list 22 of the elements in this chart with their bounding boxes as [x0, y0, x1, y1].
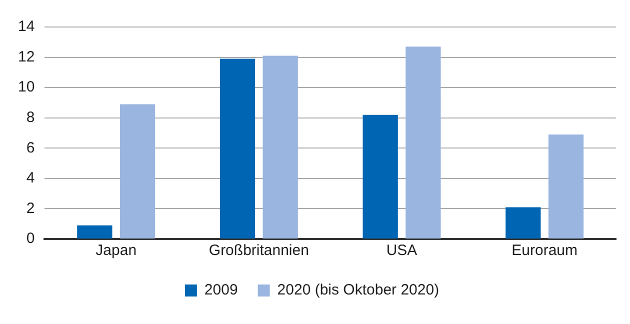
bar	[262, 56, 298, 238]
bar	[548, 134, 584, 238]
x-tick-label: Großbritannien	[208, 242, 309, 260]
x-tick-label: Euroraum	[512, 242, 578, 260]
bar	[406, 46, 441, 238]
x-tick-label: USA	[386, 242, 418, 260]
bar	[77, 225, 112, 238]
x-tick-label: Japan	[96, 242, 137, 260]
legend-label: 2020 (bis Oktober 2020)	[277, 282, 440, 299]
y-tick-label: 6	[26, 139, 35, 156]
y-tick-label: 12	[18, 48, 35, 66]
bar	[220, 58, 256, 238]
y-tick-label: 14	[18, 18, 35, 36]
bar	[506, 207, 541, 238]
y-tick-label: 0	[26, 230, 35, 248]
legend-label: 2009	[204, 282, 238, 299]
y-tick-label: 8	[26, 109, 35, 126]
bar	[120, 104, 156, 238]
y-tick-label: 10	[18, 78, 35, 96]
bar	[362, 114, 398, 238]
y-tick-label: 4	[26, 170, 35, 187]
y-tick-label: 2	[26, 200, 35, 217]
